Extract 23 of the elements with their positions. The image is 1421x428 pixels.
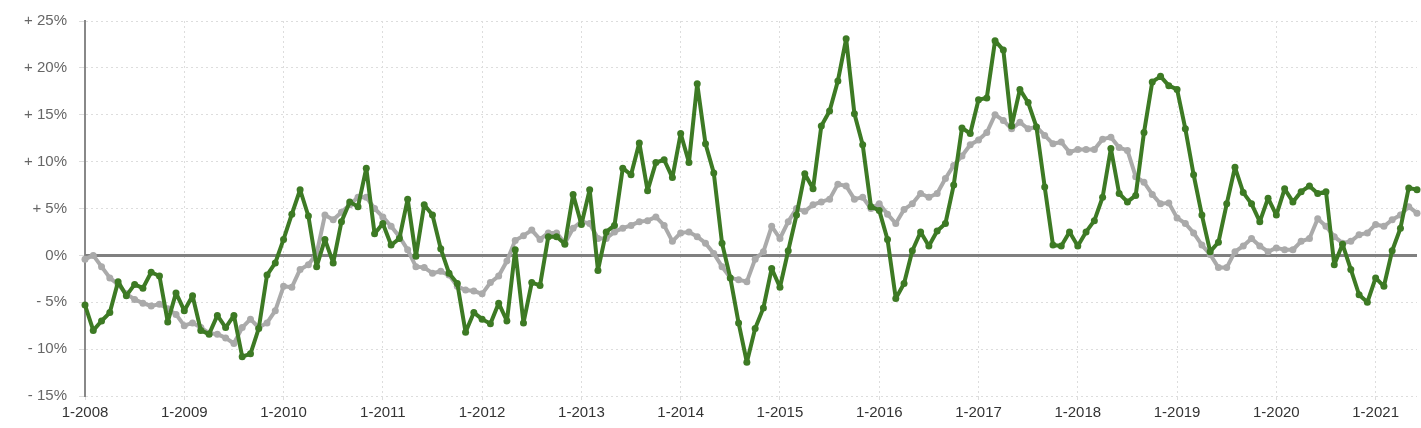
x-tick-label: 1-2011 [360, 403, 406, 421]
x-tick-label: 1-2015 [756, 403, 804, 421]
x-tick-label: 1-2013 [558, 403, 605, 421]
y-tick-label: + 20% [24, 58, 67, 76]
y-tick-label: + 5% [32, 198, 67, 216]
x-tick-label: 1-2012 [458, 403, 506, 421]
y-tick-label: - 10% [27, 339, 67, 357]
x-tick-label: 1-2016 [855, 403, 903, 421]
x-tick-label: 1-2014 [657, 403, 705, 421]
y-tick-label: 0% [45, 245, 67, 263]
x-tick-label: 1-2020 [1252, 403, 1300, 421]
y-tick-label: + 15% [24, 104, 67, 122]
y-tick-label: + 25% [24, 11, 67, 29]
x-tick-label: 1-2018 [1054, 403, 1102, 421]
x-tick-label: 1-2010 [260, 403, 307, 421]
x-tick-label: 1-2021 [1352, 403, 1399, 421]
y-tick-label: + 10% [24, 151, 67, 169]
x-tick-label: 1-2017 [955, 403, 1002, 421]
x-tick-label: 1-2019 [1153, 403, 1201, 421]
y-tick-label: - 15% [27, 386, 67, 404]
y-tick-label: - 5% [36, 292, 67, 310]
x-tick-label: 1-2008 [61, 403, 109, 421]
x-tick-label: 1-2009 [160, 403, 208, 421]
